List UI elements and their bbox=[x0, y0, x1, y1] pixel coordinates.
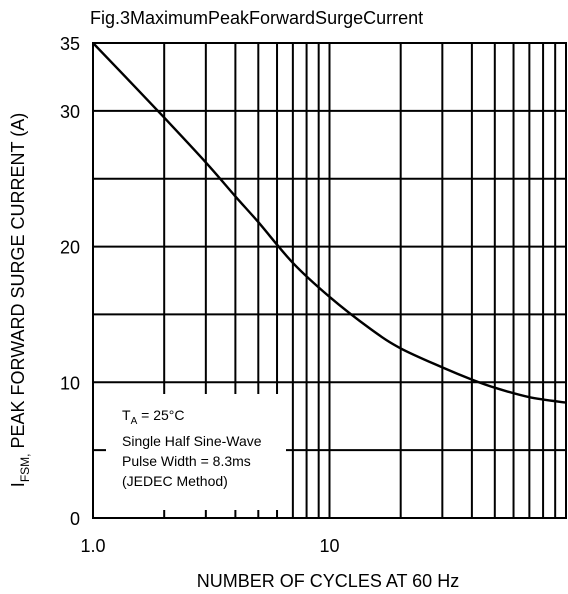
x-tick-label: 10 bbox=[319, 536, 339, 556]
y-tick-label: 10 bbox=[60, 373, 80, 393]
plot-frame bbox=[92, 42, 567, 519]
series-line bbox=[92, 42, 567, 404]
x-tick-labels: 1.0 10 bbox=[80, 536, 339, 556]
y-tick-label: 30 bbox=[60, 102, 80, 122]
annotation-method: (JEDEC Method) bbox=[122, 473, 228, 489]
y-tick-label: 20 bbox=[60, 238, 80, 258]
y-axis-label: IFSM, PEAK FORWARD SURGE CURRENT (A) bbox=[8, 113, 32, 487]
y-tick-label: 35 bbox=[60, 34, 80, 54]
chart-title: Fig.3MaximumPeakForwardSurgeCurrent bbox=[90, 8, 423, 28]
annotation-waveform: Single Half Sine-Wave bbox=[122, 433, 262, 449]
annotation-box bbox=[106, 394, 286, 510]
x-axis-label: NUMBER OF CYCLES AT 60 Hz bbox=[197, 571, 459, 591]
y-tick-labels: 0 10 20 30 35 bbox=[60, 34, 80, 529]
annotation-text: TA = 25°C Single Half Sine-Wave Pulse Wi… bbox=[122, 407, 262, 489]
annotation-temperature: TA = 25°C bbox=[122, 407, 184, 427]
x-tick-label: 1.0 bbox=[80, 536, 105, 556]
annotation-pulse-width: Pulse Width = 8.3ms bbox=[122, 453, 251, 469]
y-tick-label: 0 bbox=[70, 509, 80, 529]
